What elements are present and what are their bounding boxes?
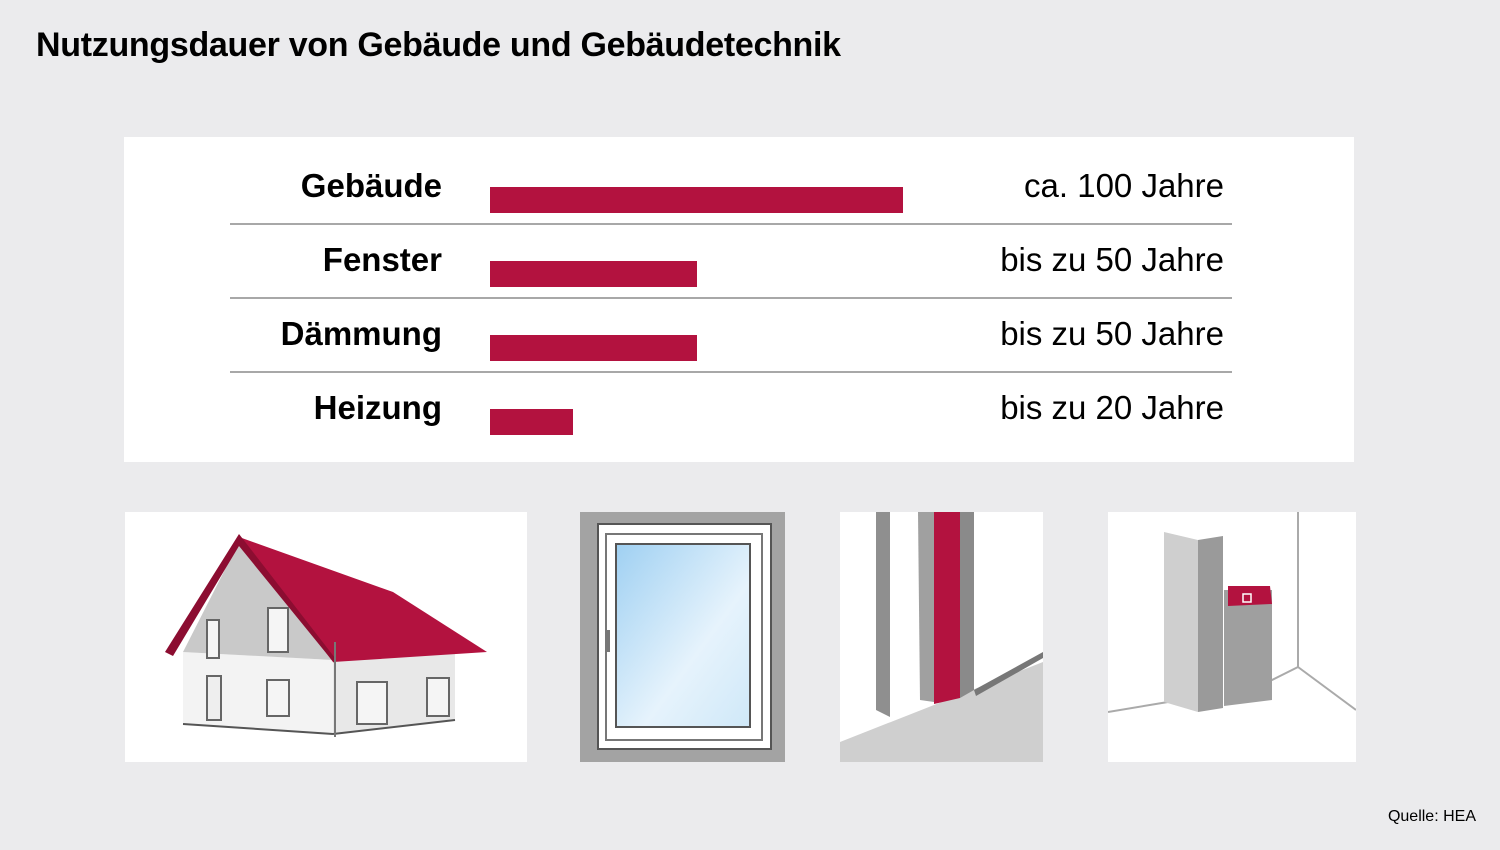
category-label: Dämmung bbox=[280, 315, 442, 352]
insulation-icon bbox=[840, 512, 1043, 762]
chart-title: Nutzungsdauer von Gebäude und Gebäudetec… bbox=[36, 26, 841, 64]
category-label: Fenster bbox=[322, 241, 442, 278]
chart-row: Gebäude ca. 100 Jahre bbox=[230, 149, 1232, 225]
heating-icon bbox=[1108, 512, 1356, 762]
value-label: ca. 100 Jahre bbox=[1024, 167, 1224, 204]
chart-row: Heizung bis zu 20 Jahre bbox=[230, 371, 1232, 445]
bar bbox=[490, 187, 903, 213]
bar bbox=[490, 409, 573, 435]
value-label: bis zu 50 Jahre bbox=[1000, 241, 1224, 278]
chart-row: Dämmung bis zu 50 Jahre bbox=[230, 297, 1232, 373]
source-note: Quelle: HEA bbox=[1387, 808, 1476, 825]
value-label: bis zu 50 Jahre bbox=[1000, 315, 1224, 352]
bar bbox=[490, 335, 697, 361]
value-label: bis zu 20 Jahre bbox=[1000, 389, 1224, 426]
window-icon bbox=[580, 512, 785, 762]
chart-panel: Gebäude ca. 100 Jahre Fenster bis zu 50 Jah… bbox=[124, 137, 1354, 462]
house-icon bbox=[125, 512, 527, 762]
category-label: Gebäude bbox=[300, 167, 442, 204]
category-label: Heizung bbox=[313, 389, 442, 426]
bar bbox=[490, 261, 697, 287]
chart-row: Fenster bis zu 50 Jahre bbox=[230, 223, 1232, 299]
